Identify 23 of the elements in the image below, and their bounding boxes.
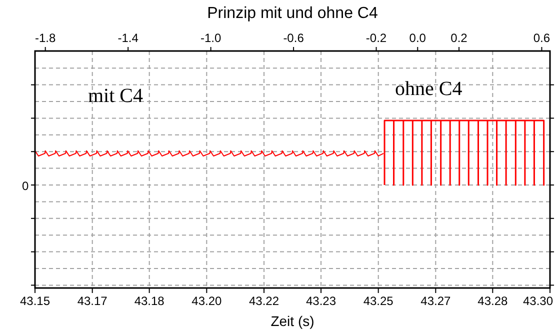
- text: 0: [22, 179, 29, 193]
- text: mit C4: [88, 85, 144, 107]
- x-tick-label: 43.15: [20, 294, 50, 308]
- x-tick-label: 43.30: [522, 294, 554, 308]
- x2-tick-label: -0.6: [283, 31, 304, 45]
- x-tick-label: 43.17: [77, 294, 108, 308]
- x-tick-label: 43.23: [306, 294, 336, 308]
- x2-tick-label: -1.8: [35, 31, 56, 45]
- x2-tick-label: -0.2: [366, 31, 387, 45]
- x2-tick-label: 0.2: [450, 31, 468, 45]
- x-axis-title: Zeit (s): [270, 313, 314, 329]
- x-tick-label: 43.22: [248, 294, 280, 308]
- x-tick-label: 43.18: [134, 294, 165, 308]
- chart-title: Prinzip mit und ohne C4: [207, 5, 378, 22]
- text: ohne C4: [395, 78, 462, 100]
- x2-tick-label: -1.4: [118, 31, 139, 45]
- x-tick-label: 43.28: [478, 294, 508, 308]
- x-tick-label: 43.20: [192, 294, 222, 308]
- x-tick-label: 43.25: [363, 294, 394, 308]
- x2-tick-label: 0.6: [533, 31, 550, 45]
- x2-tick-label: -1.0: [200, 31, 222, 45]
- x2-tick-label: 0.0: [409, 31, 426, 45]
- x-tick-label: 43.27: [420, 294, 452, 308]
